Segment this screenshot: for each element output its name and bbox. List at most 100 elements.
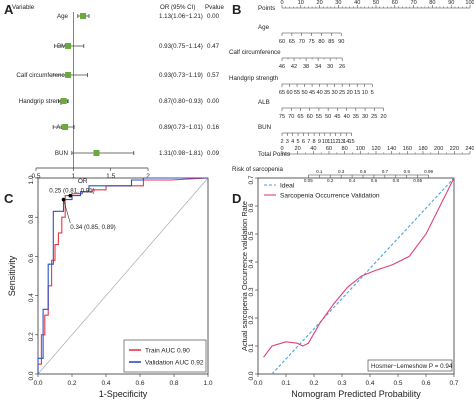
roc-x-tick-label: 0.0 — [33, 380, 42, 387]
nomogram-tick-label: 13 — [338, 139, 344, 145]
nomogram-tick-label: 40 — [343, 114, 349, 120]
forest-pvalue: 0.09 — [207, 150, 220, 157]
forest-pvalue: 0.00 — [207, 98, 220, 105]
nomogram-tick-label: 7 — [307, 139, 310, 145]
nomogram-tick-label: 25 — [339, 90, 345, 96]
nomogram-tick-label: 2 — [280, 139, 283, 145]
nomogram-tick-label: 45 — [309, 90, 315, 96]
forest-variable-label: BUN — [55, 150, 68, 157]
forest-pvalue: 0.16 — [207, 124, 220, 131]
nomogram-tick-label: 80 — [342, 146, 348, 152]
calibration-x-tick-label: 0.4 — [365, 380, 374, 387]
nomogram-tick-label: 26 — [339, 64, 345, 70]
nomogram-tick-label: 75 — [279, 114, 285, 120]
forest-pvalue: 0.00 — [207, 13, 220, 20]
nomogram-tick-label: 55 — [294, 90, 300, 96]
nomogram-tick-label: 0.05 — [304, 178, 313, 183]
calibration-annotation-box — [367, 359, 453, 372]
nomogram-tick-label: 65 — [289, 39, 295, 45]
roc-legend-label: Validation AUC 0.92 — [145, 360, 204, 367]
nomogram-tick-label: 50 — [301, 90, 307, 96]
nomogram-tick-label: 85 — [328, 39, 334, 45]
nomogram-tick-label: 30 — [332, 90, 338, 96]
nomogram-tick-label: 14 — [343, 139, 349, 145]
nomogram-tick-label: 45 — [334, 114, 340, 120]
nomogram-tick-label: 60 — [286, 90, 292, 96]
nomogram-tick-label: 0.4 — [349, 178, 356, 183]
roc-x-tick-label: 0.8 — [169, 380, 178, 387]
roc-y-tick-label: 0.6 — [28, 254, 35, 263]
nomogram-tick-label: 40 — [354, 0, 360, 6]
calibration-legend-label: Sarcopenia Occurrence Validation — [280, 193, 380, 200]
nomogram-tick-label: 6 — [302, 139, 305, 145]
nomogram-tick-label: 5 — [371, 90, 374, 96]
nomogram-tick-label: 0.99 — [424, 169, 433, 174]
calibration-y-tick-label: 0.1 — [248, 343, 255, 352]
roc-annotation-leader — [63, 199, 71, 224]
nomogram-tick-label: 5 — [296, 139, 299, 145]
nomogram-tick-label: 90 — [448, 0, 454, 6]
calibration-y-tick-label: 0.0 — [248, 371, 255, 380]
panel-label-a: A — [4, 2, 14, 17]
nomogram-tick-label: 200 — [434, 146, 443, 152]
nomogram-tick-label: 20 — [347, 90, 353, 96]
nomogram-tick-label: 60 — [326, 146, 332, 152]
nomogram-tick-label: 15 — [348, 139, 354, 145]
forest-or-marker — [65, 43, 72, 49]
roc-legend-box — [123, 339, 207, 373]
forest-or-marker — [62, 124, 69, 130]
nomogram-tick-label: 75 — [308, 39, 314, 45]
nomogram-tick-label: 60 — [307, 114, 313, 120]
nomogram-tick-label: 46 — [279, 64, 285, 70]
nomogram-tick-label: 100 — [465, 0, 474, 6]
nomogram-tick-label: 30 — [327, 64, 333, 70]
forest-x-axis-label: OR — [78, 178, 88, 185]
roc-y-tick-label: 0.2 — [28, 332, 35, 341]
roc-x-tick-label: 0.4 — [101, 380, 110, 387]
forest-variable-label: BMI — [57, 43, 68, 50]
forest-or-text: 0.93(0.73−1.19) — [159, 72, 203, 79]
calibration-y-tick-label: 0.7 — [248, 175, 255, 184]
nomogram-tick-label: 70 — [299, 39, 305, 45]
nomogram-tick-label: 35 — [324, 90, 330, 96]
nomogram-tick-label: 0.5 — [360, 169, 367, 174]
calibration-x-tick-label: 0.7 — [449, 380, 458, 387]
nomogram-tick-label: 42 — [291, 64, 297, 70]
nomogram-tick-label: 40 — [310, 146, 316, 152]
nomogram-tick-label: 90 — [338, 39, 344, 45]
calibration-x-tick-label: 0.5 — [393, 380, 402, 387]
nomogram-scale-name: Risk of sarcopenia — [232, 166, 283, 173]
calibration-y-tick-label: 0.6 — [248, 203, 255, 212]
nomogram-tick-label: 60 — [279, 39, 285, 45]
roc-y-tick-label: 0.8 — [28, 214, 35, 223]
forest-header-variable: Variable — [12, 4, 35, 11]
nomogram-tick-label: 50 — [325, 114, 331, 120]
nomogram-scale-name: BUN — [258, 124, 271, 131]
nomogram-tick-label: 30 — [362, 114, 368, 120]
forest-variable-label: Handgrip strength — [19, 98, 69, 105]
forest-x-tick-label: 1.5 — [106, 173, 115, 180]
panel-label-c: C — [4, 191, 14, 206]
nomogram-scale-name: ALB — [258, 99, 270, 106]
nomogram-tick-label: 180 — [418, 146, 427, 152]
calibration-annotation: Hosmer−Lemeshow P = 0.94 — [371, 363, 453, 370]
nomogram-tick-label: 0.7 — [382, 169, 389, 174]
nomogram-tick-label: 160 — [403, 146, 412, 152]
calibration-series-line — [263, 177, 455, 358]
calibration-x-tick-label: 0.0 — [253, 380, 262, 387]
forest-variable-label: Age — [57, 13, 69, 20]
nomogram-tick-label: 80 — [429, 0, 435, 6]
nomogram-tick-label: 70 — [410, 0, 416, 6]
roc-annotation: 0.25 (0.81, 0.91) — [49, 188, 94, 195]
forest-or-text: 1.31(0.98−1.81) — [159, 150, 203, 157]
nomogram-tick-label: 240 — [465, 146, 474, 152]
roc-cutoff-point — [68, 193, 73, 198]
roc-plot-frame — [37, 177, 209, 375]
nomogram-tick-label: 220 — [450, 146, 459, 152]
nomogram-tick-label: 10 — [362, 90, 368, 96]
nomogram-tick-label: 38 — [303, 64, 309, 70]
nomogram-tick-label: 120 — [371, 146, 380, 152]
nomogram-tick-label: 55 — [316, 114, 322, 120]
calibration-plot-frame — [257, 177, 455, 375]
nomogram-tick-label: 3 — [286, 139, 289, 145]
